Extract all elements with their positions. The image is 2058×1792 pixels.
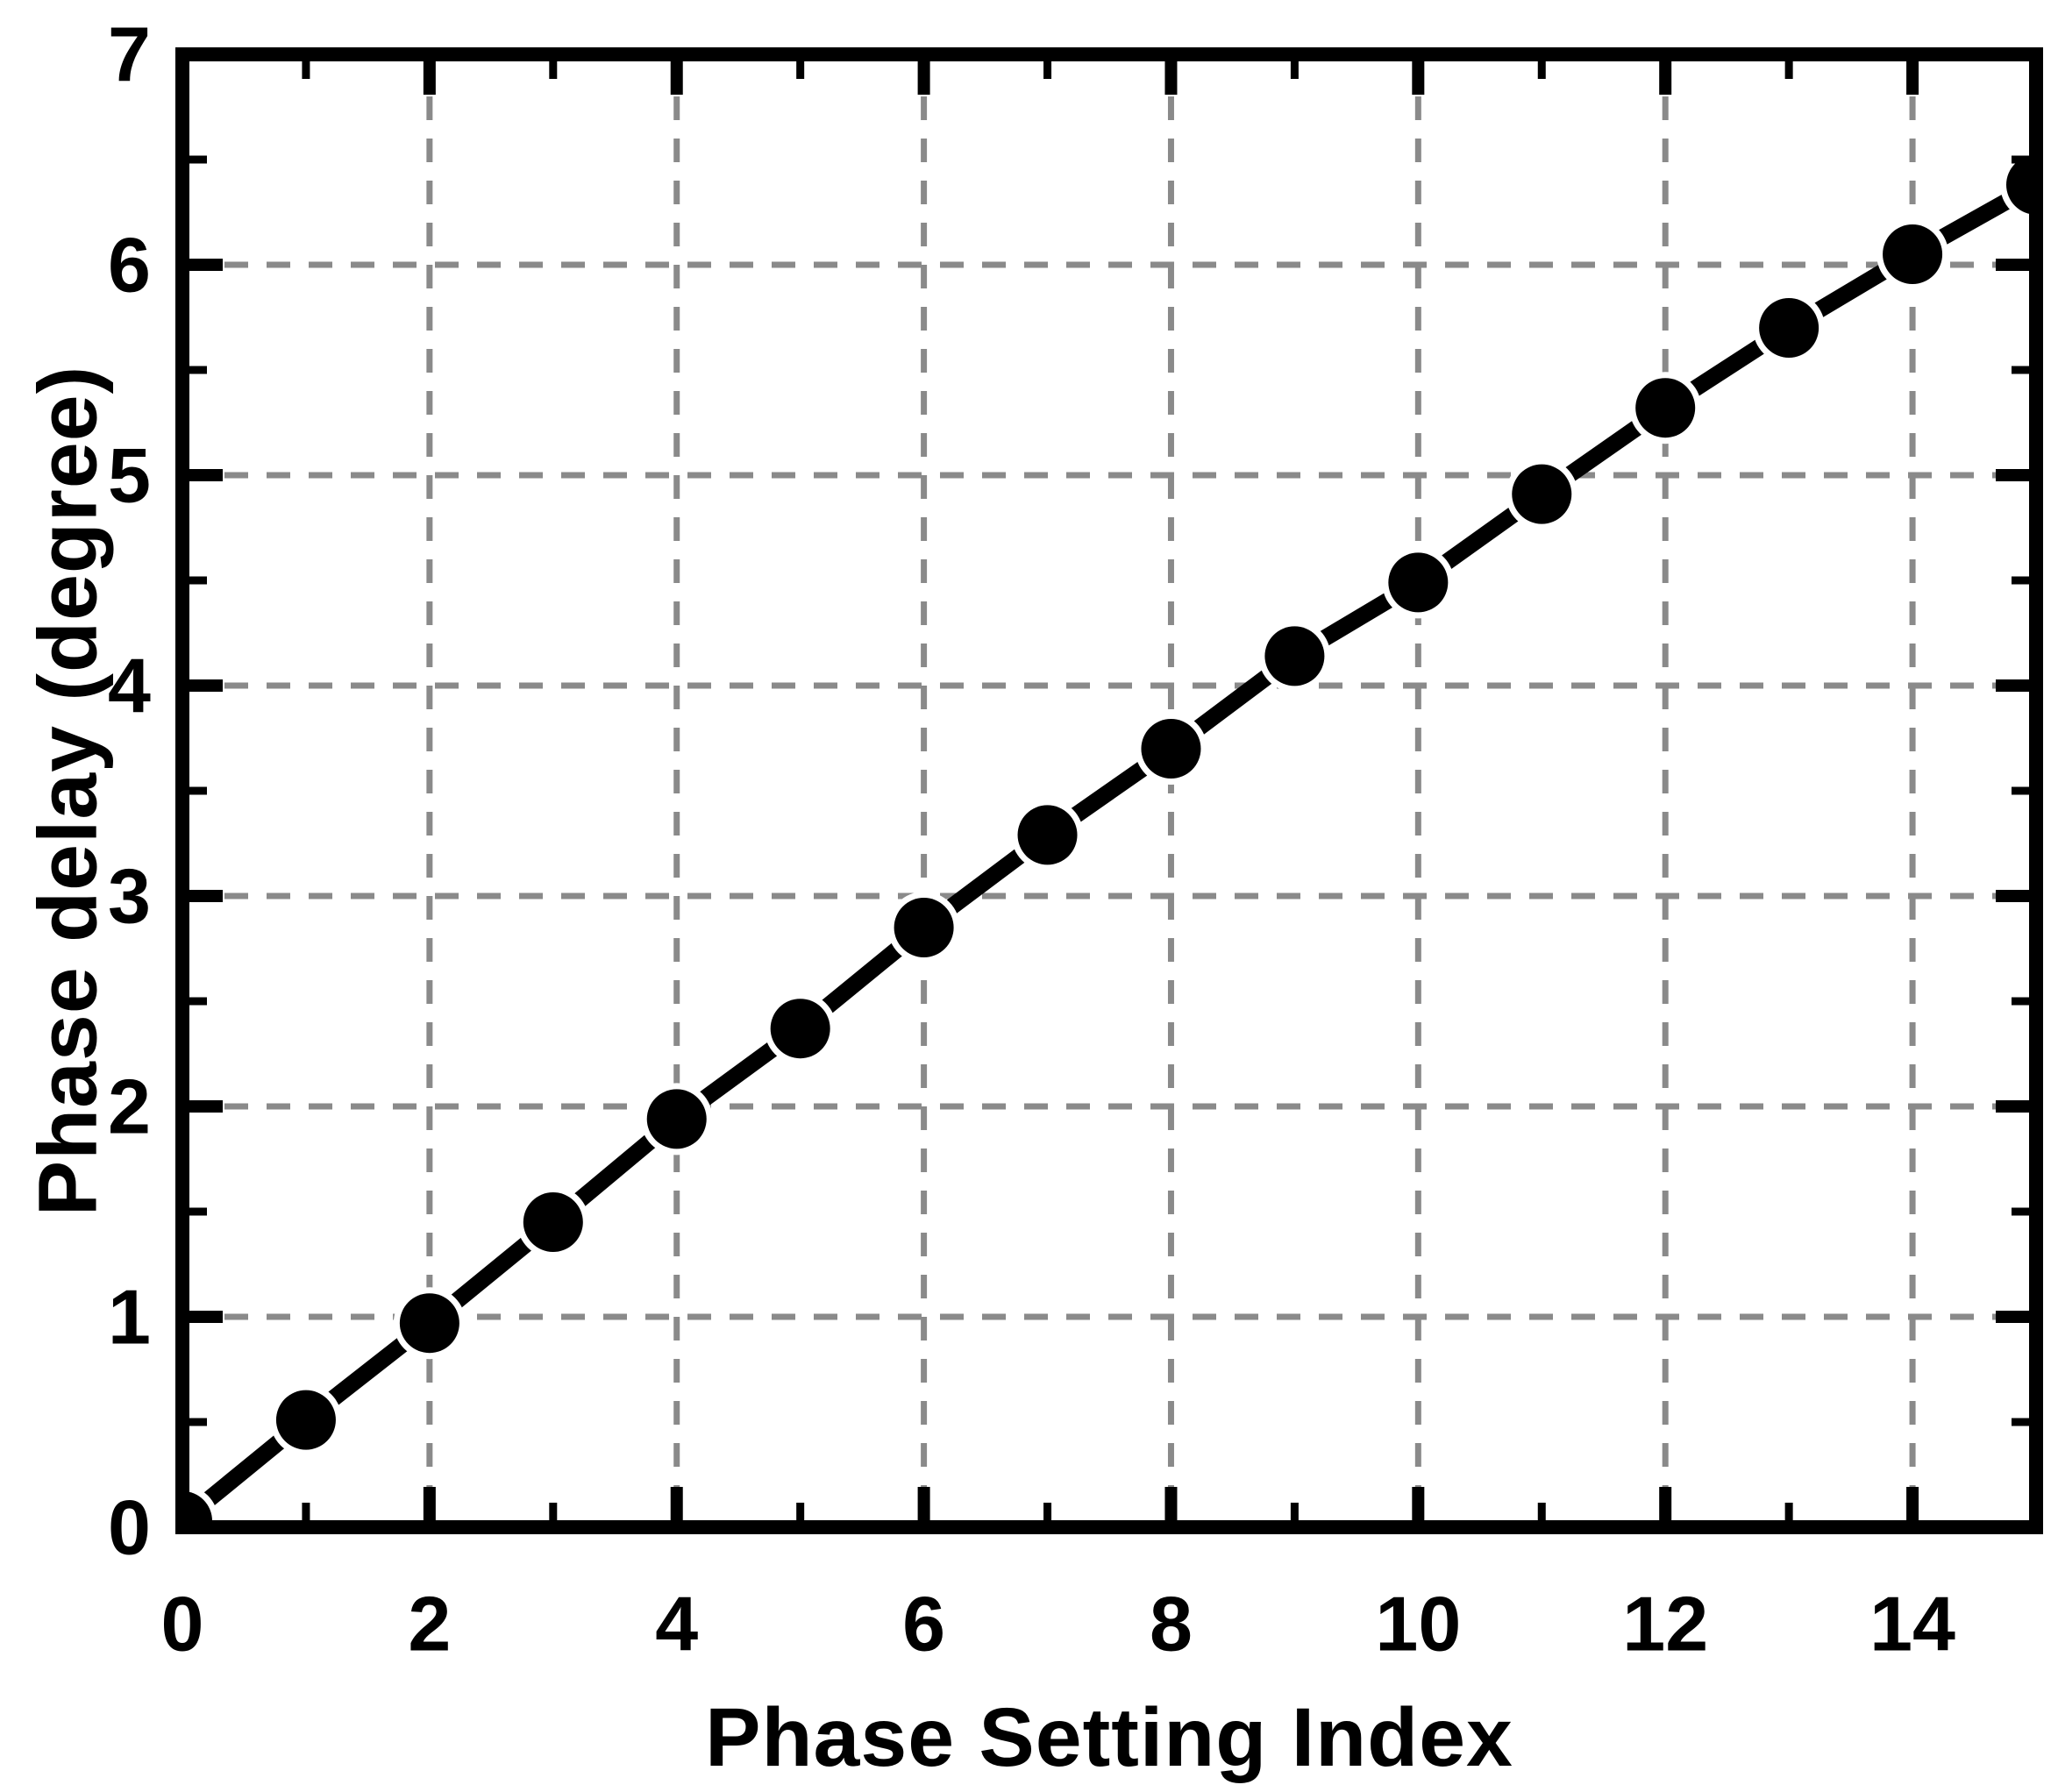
y-tick-label: 7 bbox=[108, 11, 151, 98]
x-axis-title: Phase Setting Index bbox=[705, 1691, 1513, 1784]
data-point bbox=[1388, 552, 1449, 613]
x-tick-label: 14 bbox=[1869, 1581, 1955, 1668]
data-point bbox=[2006, 154, 2036, 215]
data-point bbox=[894, 898, 954, 957]
axis-ticks bbox=[182, 54, 2036, 1527]
x-tick-label: 8 bbox=[1150, 1581, 1193, 1668]
x-tick-label: 6 bbox=[902, 1581, 945, 1668]
x-tick-label: 12 bbox=[1622, 1581, 1708, 1668]
data-point bbox=[1635, 378, 1696, 438]
y-tick-label: 1 bbox=[108, 1274, 151, 1361]
y-tick-label: 6 bbox=[108, 222, 151, 309]
data-point bbox=[1883, 224, 1943, 284]
data-point bbox=[523, 1192, 583, 1252]
data-point bbox=[1264, 626, 1325, 686]
y-tick-label: 2 bbox=[108, 1063, 151, 1150]
y-tick-label: 3 bbox=[108, 853, 151, 940]
data-point bbox=[275, 1390, 336, 1450]
gridlines bbox=[182, 54, 2036, 1527]
data-point bbox=[399, 1293, 459, 1354]
x-tick-label: 4 bbox=[655, 1581, 698, 1668]
data-point bbox=[646, 1089, 707, 1149]
data-point bbox=[1759, 298, 1819, 358]
data-line bbox=[182, 176, 2036, 1527]
y-axis-title: Phase delay (degree) bbox=[21, 365, 115, 1217]
y-tick-label: 4 bbox=[108, 643, 151, 729]
data-point bbox=[1141, 719, 1201, 779]
data-point bbox=[1017, 805, 1078, 865]
data-point bbox=[770, 999, 830, 1059]
data-point bbox=[182, 1490, 212, 1527]
y-tick-label: 5 bbox=[108, 432, 151, 519]
x-tick-label: 10 bbox=[1375, 1581, 1461, 1668]
y-tick-label: 0 bbox=[108, 1484, 151, 1571]
data-point bbox=[1512, 464, 1572, 524]
data-series bbox=[182, 148, 2036, 1527]
x-tick-label: 0 bbox=[161, 1581, 204, 1668]
x-tick-label: 2 bbox=[408, 1581, 451, 1668]
